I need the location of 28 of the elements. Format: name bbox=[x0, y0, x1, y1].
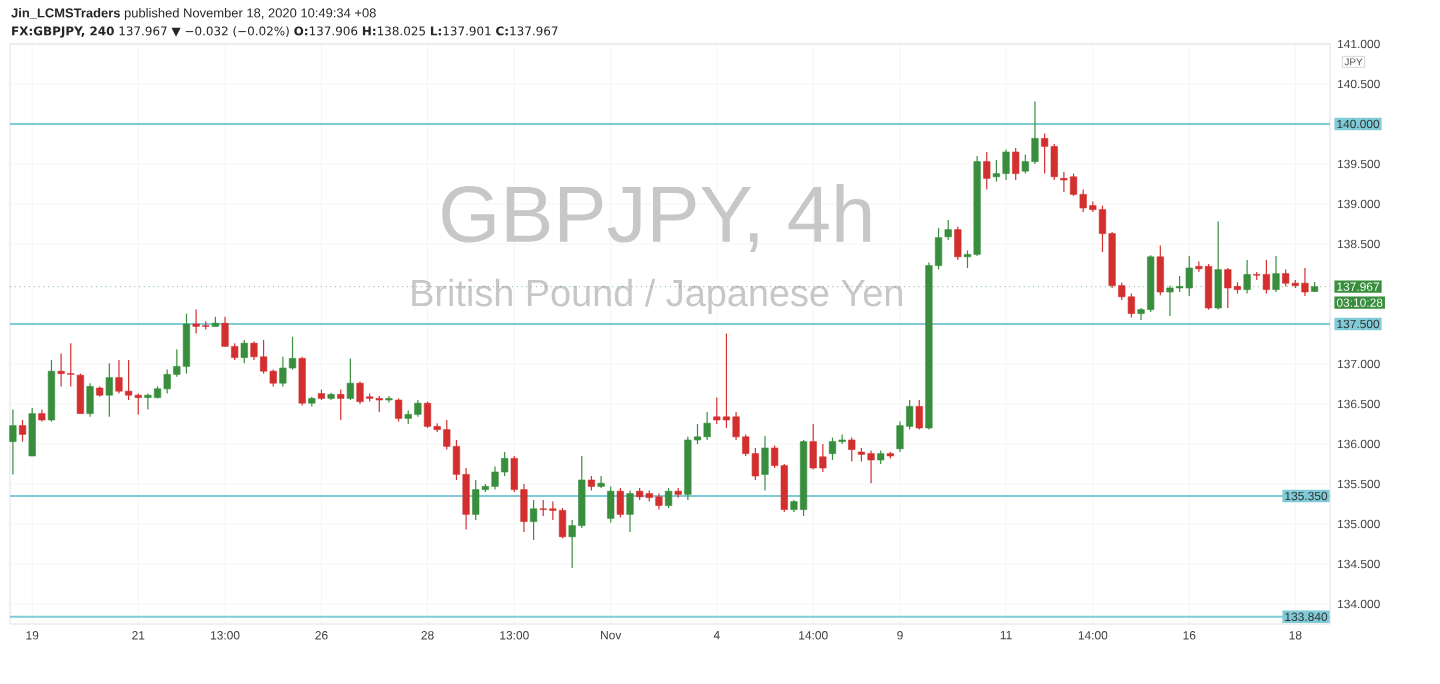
candlestick bbox=[983, 151, 991, 191]
candlestick bbox=[616, 487, 624, 519]
candlestick bbox=[761, 435, 769, 491]
candlestick bbox=[1156, 244, 1164, 296]
candlestick bbox=[954, 225, 962, 261]
candlestick bbox=[76, 372, 84, 415]
text: GBPJPY, 4h bbox=[442, 184, 871, 252]
candlestick bbox=[530, 499, 538, 541]
candlestick bbox=[597, 475, 605, 489]
text: British Pound / Japanese Yen bbox=[412, 278, 902, 314]
candlestick bbox=[1214, 220, 1222, 311]
candlestick bbox=[1012, 147, 1020, 181]
candlestick bbox=[18, 419, 27, 443]
candlestick bbox=[28, 407, 36, 457]
candlestick bbox=[240, 339, 248, 364]
candlestick bbox=[298, 356, 306, 407]
candlestick bbox=[607, 485, 615, 523]
candlestick bbox=[944, 219, 952, 241]
candlestick bbox=[86, 382, 94, 418]
candlestick bbox=[664, 487, 673, 509]
candlestick bbox=[337, 388, 345, 421]
candlestick bbox=[9, 408, 17, 475]
candlestick bbox=[105, 362, 113, 418]
candlestick bbox=[395, 397, 403, 423]
candlestick bbox=[346, 357, 354, 401]
candlestick bbox=[848, 436, 856, 463]
candlestick bbox=[915, 399, 923, 431]
candlestick bbox=[626, 489, 634, 533]
